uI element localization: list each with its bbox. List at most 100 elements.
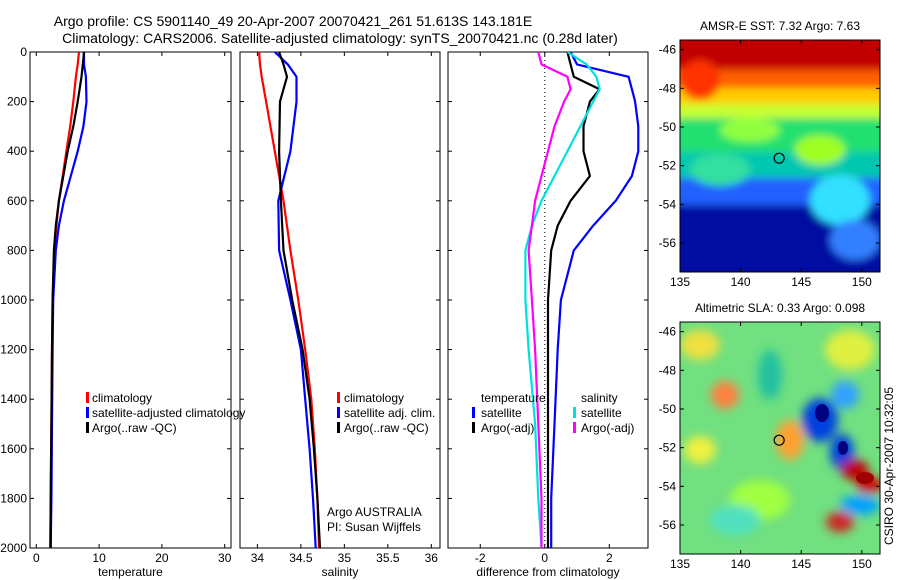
x-tick-label: 2 — [606, 551, 613, 565]
y-tick-label: -52 — [659, 441, 677, 455]
series-line-salinity-argo-adj — [527, 52, 572, 548]
temperature-x-axis-label: temperature — [98, 565, 163, 579]
y-tick-label: 1800 — [0, 491, 27, 505]
x-tick-label: 135 — [670, 275, 690, 289]
y-tick-label: -46 — [659, 43, 677, 57]
annotation-line-2: PI: Susan Wijffels — [327, 520, 421, 534]
legend-label-sal-satellite: satellite — [581, 406, 622, 420]
sla-map — [680, 322, 880, 554]
legend-swatch-sal-argo — [573, 422, 576, 433]
y-tick-label: 800 — [7, 243, 27, 257]
salinity-x-axis-label: salinity — [322, 565, 359, 579]
y-tick-label: -56 — [659, 518, 677, 532]
legend-label-sal-argo: Argo(-adj) — [581, 421, 634, 435]
x-tick-label: 150 — [852, 275, 872, 289]
series-line-climatology — [49, 52, 81, 548]
y-tick-label: -48 — [659, 363, 677, 377]
legend-label-climatology: climatology — [344, 391, 404, 405]
series-line-climatology — [258, 52, 321, 548]
legend-swatch-temp-satellite — [472, 407, 475, 418]
argo-position-marker — [773, 152, 785, 164]
y-tick-label: 1200 — [0, 343, 27, 357]
legend-swatch-climatology — [337, 392, 340, 403]
x-tick-label: -2 — [475, 551, 486, 565]
legend-swatch-argo — [337, 422, 340, 433]
y-tick-label: 600 — [7, 194, 27, 208]
legend-header-salinity: salinity — [581, 391, 618, 405]
series-group — [258, 52, 322, 548]
y-tick-label: 1600 — [0, 442, 27, 456]
argo-position-marker — [773, 434, 785, 446]
x-tick-label: 35 — [338, 551, 352, 565]
x-tick-label: 34 — [251, 551, 265, 565]
legend-swatch-satellite — [337, 407, 340, 418]
legend-label-satellite: satellite adj. clim. — [344, 406, 435, 420]
series-line-temperature-argo-adj — [546, 52, 601, 548]
legend-swatch-climatology — [86, 392, 89, 403]
x-tick-label: 150 — [852, 557, 872, 571]
sst-map — [680, 40, 880, 272]
series-group — [524, 52, 640, 548]
map-frame — [679, 39, 881, 273]
y-tick-label: -56 — [659, 236, 677, 250]
map-frame — [679, 321, 881, 555]
y-tick-label: -50 — [659, 402, 677, 416]
salinity-legend: climatology satellite adj. clim. Argo(..… — [327, 391, 435, 534]
sst-map-title: AMSR-E SST: 7.32 Argo: 7.63 — [700, 19, 860, 33]
y-tick-label: 2000 — [0, 541, 27, 555]
legend-swatch-temp-argo — [472, 422, 475, 433]
legend-swatch-argo — [86, 422, 89, 433]
y-tick-label: -52 — [659, 159, 677, 173]
y-tick-label: 200 — [7, 95, 27, 109]
y-tick-label: 1000 — [0, 293, 27, 307]
y-tick-label: -48 — [659, 81, 677, 95]
x-tick-label: 20 — [155, 551, 169, 565]
x-tick-label: 140 — [731, 275, 751, 289]
sla-map-title: Altimetric SLA: 0.33 Argo: 0.098 — [695, 301, 865, 315]
x-tick-label: 35.5 — [376, 551, 400, 565]
legend-label-argo: Argo(..raw -QC) — [92, 421, 177, 435]
y-tick-label: 0 — [20, 45, 27, 59]
x-tick-label: 135 — [670, 557, 690, 571]
y-tick-label: 400 — [7, 144, 27, 158]
salinity-panel: 34 34.5 35 35.5 36 salinity — [239, 51, 441, 579]
x-tick-label: 0 — [33, 551, 40, 565]
difference-x-axis-label: difference from climatology — [476, 565, 619, 579]
temperature-plot-frame — [29, 51, 232, 549]
y-tick-label: -54 — [659, 197, 677, 211]
title-line-2: Climatology: CARS2006. Satellite-adjuste… — [62, 30, 618, 46]
temperature-panel: 0 10 20 30 0 200 400 600 800 1000 1200 1400 1600 1800… — [0, 45, 231, 579]
y-tick-label: 1400 — [0, 392, 27, 406]
legend-label-satellite: satellite-adjusted climatology — [92, 406, 245, 420]
temperature-legend: climatology satellite-adjusted climatolo… — [86, 391, 245, 435]
x-tick-label: 36 — [425, 551, 439, 565]
legend-label-temp-argo: Argo(-adj) — [481, 421, 534, 435]
x-tick-label: 34.5 — [289, 551, 313, 565]
legend-label-temp-satellite: satellite — [481, 406, 522, 420]
x-tick-label: 0 — [541, 551, 548, 565]
sla-map-axes: 135 140 145 150 -46 -48 -50 -52 -54 -56 — [659, 321, 881, 571]
annotation-line-1: Argo AUSTRALIA — [327, 505, 422, 519]
title-line-1: Argo profile: CS 5901140_49 20-Apr-2007 … — [54, 13, 532, 29]
series-group — [49, 52, 88, 548]
y-tick-label: -54 — [659, 479, 677, 493]
x-tick-label: 145 — [791, 275, 811, 289]
series-line-argo-raw-qc — [278, 52, 322, 548]
series-line-satellite-adjusted-climatology — [49, 52, 88, 548]
legend-label-climatology: climatology — [92, 391, 152, 405]
legend-swatch-sal-satellite — [573, 407, 576, 418]
x-tick-label: 30 — [218, 551, 232, 565]
y-tick-label: -46 — [659, 325, 677, 339]
series-line-salinity-satellite — [524, 52, 601, 548]
x-tick-label: 10 — [92, 551, 106, 565]
legend-label-argo: Argo(..raw -QC) — [344, 421, 429, 435]
legend-header-temperature: temperature — [481, 391, 546, 405]
difference-legend: temperature salinity satellite Argo(-adj… — [472, 391, 634, 435]
series-line-satellite-adj-clim — [274, 52, 317, 548]
series-line-argo-raw-qc — [49, 52, 86, 548]
footer-stamp: CSIRO 30-Apr-2007 10:32:05 — [882, 387, 896, 545]
series-line-temperature-satellite — [550, 52, 640, 548]
x-tick-label: 145 — [791, 557, 811, 571]
